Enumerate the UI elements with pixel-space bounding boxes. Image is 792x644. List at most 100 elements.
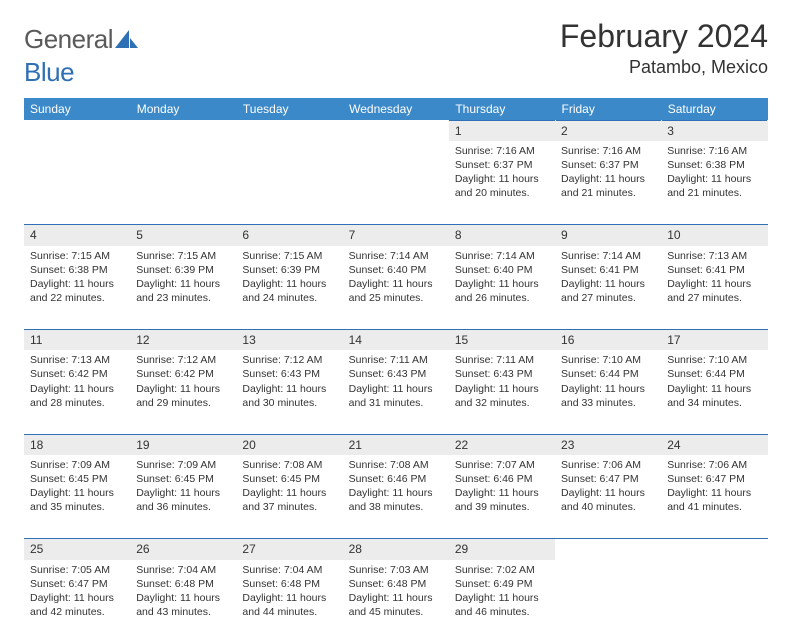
daylight-line: Daylight: 11 hours and 34 minutes.: [667, 382, 761, 410]
daylight-line: Daylight: 11 hours and 20 minutes.: [455, 172, 549, 200]
day-number-cell: 26: [130, 539, 236, 560]
day-number-cell: 3: [661, 120, 767, 141]
day-number-cell: 20: [236, 434, 342, 455]
sunset-line: Sunset: 6:48 PM: [242, 577, 336, 591]
daylight-line: Daylight: 11 hours and 42 minutes.: [30, 591, 124, 619]
day-number-cell: 25: [24, 539, 130, 560]
day-number-cell: 9: [555, 225, 661, 246]
sunrise-line: Sunrise: 7:14 AM: [455, 249, 549, 263]
day-data-cell: Sunrise: 7:02 AMSunset: 6:49 PMDaylight:…: [449, 560, 555, 644]
daylight-line: Daylight: 11 hours and 22 minutes.: [30, 277, 124, 305]
sunset-line: Sunset: 6:49 PM: [455, 577, 549, 591]
sunrise-line: Sunrise: 7:13 AM: [667, 249, 761, 263]
daylight-line: Daylight: 11 hours and 41 minutes.: [667, 486, 761, 514]
day-data-cell: Sunrise: 7:10 AMSunset: 6:44 PMDaylight:…: [555, 350, 661, 434]
day-data-cell: Sunrise: 7:06 AMSunset: 6:47 PMDaylight:…: [661, 455, 767, 539]
sunset-line: Sunset: 6:48 PM: [136, 577, 230, 591]
daylight-line: Daylight: 11 hours and 27 minutes.: [561, 277, 655, 305]
day-number-cell: 1: [449, 120, 555, 141]
sunset-line: Sunset: 6:43 PM: [349, 367, 443, 381]
day-data-cell: Sunrise: 7:09 AMSunset: 6:45 PMDaylight:…: [130, 455, 236, 539]
weekday-header: Friday: [555, 98, 661, 121]
day-number-cell: 18: [24, 434, 130, 455]
sunrise-line: Sunrise: 7:09 AM: [30, 458, 124, 472]
day-data-cell: Sunrise: 7:11 AMSunset: 6:43 PMDaylight:…: [449, 350, 555, 434]
day-data-cell: Sunrise: 7:15 AMSunset: 6:39 PMDaylight:…: [236, 246, 342, 330]
sunrise-line: Sunrise: 7:14 AM: [349, 249, 443, 263]
day-number-cell: 8: [449, 225, 555, 246]
title-block: February 2024 Patambo, Mexico: [560, 18, 768, 78]
sunset-line: Sunset: 6:41 PM: [561, 263, 655, 277]
sunset-line: Sunset: 6:39 PM: [242, 263, 336, 277]
sunset-line: Sunset: 6:44 PM: [561, 367, 655, 381]
day-number-cell: 14: [343, 330, 449, 351]
day-number-cell: 12: [130, 330, 236, 351]
day-data-cell: Sunrise: 7:14 AMSunset: 6:40 PMDaylight:…: [343, 246, 449, 330]
daylight-line: Daylight: 11 hours and 31 minutes.: [349, 382, 443, 410]
weekday-header: Monday: [130, 98, 236, 121]
daylight-line: Daylight: 11 hours and 24 minutes.: [242, 277, 336, 305]
sunset-line: Sunset: 6:40 PM: [349, 263, 443, 277]
header: GeneralBlue February 2024 Patambo, Mexic…: [24, 18, 768, 88]
day-data-cell: Sunrise: 7:05 AMSunset: 6:47 PMDaylight:…: [24, 560, 130, 644]
sunrise-line: Sunrise: 7:08 AM: [349, 458, 443, 472]
day-data-cell: Sunrise: 7:14 AMSunset: 6:41 PMDaylight:…: [555, 246, 661, 330]
daylight-line: Daylight: 11 hours and 35 minutes.: [30, 486, 124, 514]
day-number-cell: 19: [130, 434, 236, 455]
calendar-body: 123Sunrise: 7:16 AMSunset: 6:37 PMDaylig…: [24, 120, 768, 643]
day-number-cell: 4: [24, 225, 130, 246]
daylight-line: Daylight: 11 hours and 39 minutes.: [455, 486, 549, 514]
day-data-cell: Sunrise: 7:16 AMSunset: 6:38 PMDaylight:…: [661, 141, 767, 225]
day-data-cell: Sunrise: 7:15 AMSunset: 6:38 PMDaylight:…: [24, 246, 130, 330]
day-number-cell: [236, 120, 342, 141]
logo: GeneralBlue: [24, 18, 139, 88]
day-data-row: Sunrise: 7:16 AMSunset: 6:37 PMDaylight:…: [24, 141, 768, 225]
page: GeneralBlue February 2024 Patambo, Mexic…: [0, 0, 792, 612]
sunset-line: Sunset: 6:45 PM: [136, 472, 230, 486]
daylight-line: Daylight: 11 hours and 25 minutes.: [349, 277, 443, 305]
day-data-cell: [130, 141, 236, 225]
calendar-head: SundayMondayTuesdayWednesdayThursdayFrid…: [24, 98, 768, 121]
day-number-row: 11121314151617: [24, 330, 768, 351]
sunset-line: Sunset: 6:47 PM: [667, 472, 761, 486]
daylight-line: Daylight: 11 hours and 23 minutes.: [136, 277, 230, 305]
sunset-line: Sunset: 6:38 PM: [30, 263, 124, 277]
day-number-cell: [661, 539, 767, 560]
daylight-line: Daylight: 11 hours and 40 minutes.: [561, 486, 655, 514]
daylight-line: Daylight: 11 hours and 33 minutes.: [561, 382, 655, 410]
day-number-cell: [130, 120, 236, 141]
daylight-line: Daylight: 11 hours and 28 minutes.: [30, 382, 124, 410]
day-data-cell: Sunrise: 7:13 AMSunset: 6:41 PMDaylight:…: [661, 246, 767, 330]
day-data-cell: Sunrise: 7:03 AMSunset: 6:48 PMDaylight:…: [343, 560, 449, 644]
sunrise-line: Sunrise: 7:12 AM: [136, 353, 230, 367]
sunset-line: Sunset: 6:46 PM: [455, 472, 549, 486]
sunrise-line: Sunrise: 7:06 AM: [667, 458, 761, 472]
sunrise-line: Sunrise: 7:08 AM: [242, 458, 336, 472]
weekday-header: Saturday: [661, 98, 767, 121]
day-data-cell: [236, 141, 342, 225]
sunrise-line: Sunrise: 7:15 AM: [136, 249, 230, 263]
sunrise-line: Sunrise: 7:15 AM: [30, 249, 124, 263]
sunrise-line: Sunrise: 7:13 AM: [30, 353, 124, 367]
day-number-cell: 6: [236, 225, 342, 246]
day-number-cell: 13: [236, 330, 342, 351]
daylight-line: Daylight: 11 hours and 21 minutes.: [561, 172, 655, 200]
sunrise-line: Sunrise: 7:16 AM: [561, 144, 655, 158]
daylight-line: Daylight: 11 hours and 43 minutes.: [136, 591, 230, 619]
day-data-cell: Sunrise: 7:16 AMSunset: 6:37 PMDaylight:…: [449, 141, 555, 225]
sunrise-line: Sunrise: 7:16 AM: [455, 144, 549, 158]
day-number-cell: 2: [555, 120, 661, 141]
sunrise-line: Sunrise: 7:15 AM: [242, 249, 336, 263]
sunset-line: Sunset: 6:39 PM: [136, 263, 230, 277]
daylight-line: Daylight: 11 hours and 44 minutes.: [242, 591, 336, 619]
day-number-cell: 5: [130, 225, 236, 246]
day-number-cell: [555, 539, 661, 560]
logo-text-blue: Blue: [24, 57, 74, 87]
sunset-line: Sunset: 6:48 PM: [349, 577, 443, 591]
sunset-line: Sunset: 6:45 PM: [30, 472, 124, 486]
weekday-header: Wednesday: [343, 98, 449, 121]
day-data-cell: Sunrise: 7:07 AMSunset: 6:46 PMDaylight:…: [449, 455, 555, 539]
daylight-line: Daylight: 11 hours and 46 minutes.: [455, 591, 549, 619]
sunrise-line: Sunrise: 7:03 AM: [349, 563, 443, 577]
calendar-table: SundayMondayTuesdayWednesdayThursdayFrid…: [24, 98, 768, 644]
